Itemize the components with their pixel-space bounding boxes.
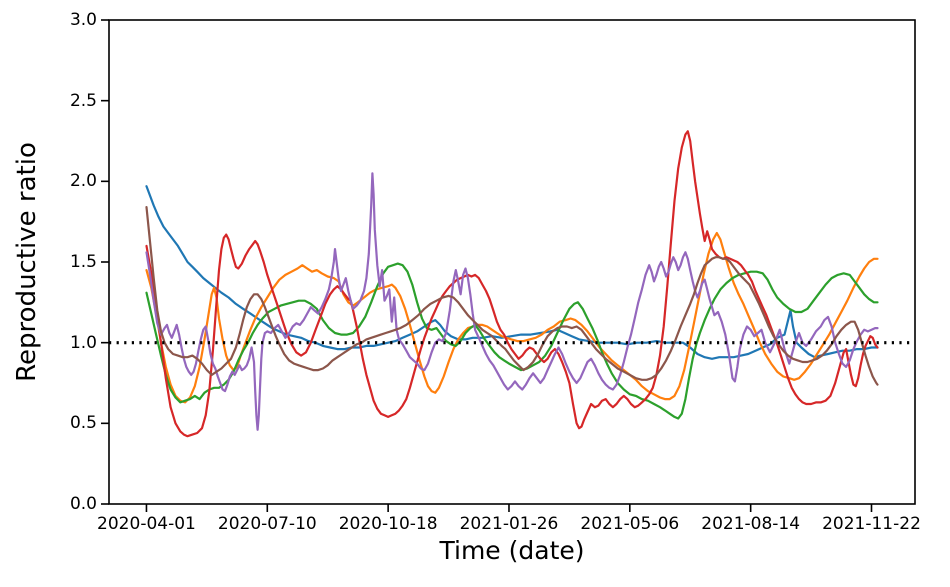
series-line-red xyxy=(145,130,879,438)
plot-border xyxy=(108,19,916,505)
series-line-blue xyxy=(145,185,879,360)
x-tick-label: 2020-07-10 xyxy=(217,514,317,534)
series-line-brown xyxy=(145,206,879,386)
y-tick-label: 1.0 xyxy=(69,332,97,353)
y-axis-label: Reproductive ratio xyxy=(12,142,42,382)
y-tick-label: 2.5 xyxy=(69,90,97,111)
x-tick-label: 2020-04-01 xyxy=(97,514,196,534)
x-axis-label: Time (date) xyxy=(439,536,585,565)
x-tick-label: 2021-11-22 xyxy=(822,514,921,534)
y-tick-label: 0.0 xyxy=(69,494,97,514)
y-tick-label: 1.5 xyxy=(69,252,97,272)
x-tick-label: 2020-10-18 xyxy=(338,514,438,534)
y-tick-label: 3.0 xyxy=(69,10,97,30)
x-tick-label: 2021-01-26 xyxy=(459,514,559,534)
series-line-purple xyxy=(145,172,879,431)
y-tick-label: 0.5 xyxy=(69,413,97,434)
y-tick-label: 2.0 xyxy=(69,171,97,192)
x-tick-label: 2021-05-06 xyxy=(580,514,680,534)
x-tick-label: 2021-08-14 xyxy=(701,514,801,534)
series-line-orange xyxy=(145,231,879,404)
series-line-green xyxy=(145,262,879,420)
